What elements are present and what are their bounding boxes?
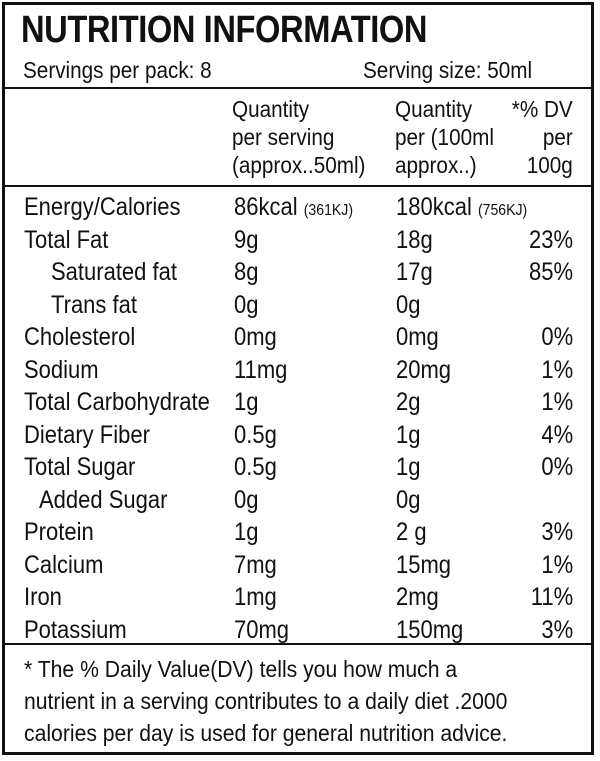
per-100ml-value: 18g	[396, 225, 433, 254]
nutrient-name: Dietary Fiber	[24, 420, 150, 449]
header-line: *% DV	[512, 96, 573, 122]
per-serving-value: 1g	[234, 518, 259, 546]
per-serving-value: 0g	[234, 290, 259, 319]
value-sub: (756KJ)	[477, 202, 528, 219]
per-serving-value: 7mg	[234, 550, 277, 579]
nutrient-name: Saturated fat	[51, 258, 177, 286]
per-serving-value: 0mg	[234, 323, 277, 351]
daily-value: 0%	[541, 453, 573, 481]
nutrient-name: Iron	[24, 583, 62, 611]
panel-title: NUTRITION INFORMATION	[21, 9, 428, 51]
per-100ml-value: 150mg	[396, 615, 464, 644]
daily-value: 23%	[528, 225, 573, 254]
header-line: Quantity	[232, 96, 310, 122]
daily-value: 11%	[530, 583, 573, 611]
table-row: Protein 1g 2 g 3%	[5, 516, 591, 549]
header-per-serving: Quantity per serving (approx..50ml)	[232, 95, 365, 179]
nutrient-name: Trans fat	[51, 290, 137, 319]
footnote: * The % Daily Value(DV) tells you how mu…	[24, 653, 576, 749]
nutrient-name: Sodium	[24, 355, 99, 384]
divider-header	[5, 185, 591, 187]
nutrient-name: Total Fat	[24, 225, 109, 254]
value-main: 86kcal	[234, 193, 298, 221]
table-row: Added Sugar 0g 0g	[5, 484, 591, 517]
per-serving-value: 1g	[234, 388, 259, 416]
per-100ml-value: 180kcal (756KJ)	[396, 191, 527, 227]
header-per-100ml: Quantity per (100ml approx..)	[395, 95, 494, 179]
nutrient-name: Protein	[24, 518, 94, 546]
per-100ml-value: 1g	[396, 420, 421, 449]
table-row: Sodium 11mg 20mg 1%	[5, 354, 591, 387]
table-row: Trans fat 0g 0g	[5, 289, 591, 322]
daily-value: 1%	[541, 355, 573, 384]
nutrient-name: Potassium	[24, 615, 127, 644]
per-100ml-value: 15mg	[396, 550, 452, 579]
divider-footnote	[5, 643, 591, 645]
per-serving-value: 0.5g	[234, 420, 277, 449]
header-line: approx..)	[395, 152, 477, 178]
per-serving-value: 9g	[234, 225, 259, 254]
per-100ml-value: 0mg	[396, 323, 439, 351]
nutrient-name: Added Sugar	[39, 485, 168, 514]
header-line: per serving	[232, 124, 335, 150]
per-serving-value: 0.5g	[234, 453, 277, 481]
table-row: Cholesterol 0mg 0mg 0%	[5, 321, 591, 354]
servings-per-pack: Servings per pack: 8	[23, 57, 212, 83]
footnote-line: nutrient in a serving contributes to a d…	[24, 688, 508, 714]
header-line: per (100ml	[395, 124, 494, 150]
nutrient-name: Total Carbohydrate	[24, 388, 210, 416]
per-100ml-value: 0g	[396, 485, 421, 514]
per-100ml-value: 1g	[396, 453, 421, 481]
header-line: per	[543, 124, 573, 150]
daily-value: 85%	[528, 258, 573, 286]
serving-size: Serving size: 50ml	[363, 57, 533, 83]
per-100ml-value: 2mg	[396, 583, 439, 611]
table-row: Total Carbohydrate 1g 2g 1%	[5, 386, 591, 419]
daily-value: 1%	[541, 550, 573, 579]
nutrient-name: Total Sugar	[24, 453, 136, 481]
daily-value: 3%	[541, 615, 573, 644]
nutrient-name: Calcium	[24, 550, 104, 579]
nutrient-name: Cholesterol	[24, 323, 136, 351]
table-row: Calcium 7mg 15mg 1%	[5, 549, 591, 582]
header-line: 100g	[526, 152, 573, 178]
daily-value: 3%	[541, 518, 573, 546]
per-100ml-value: 17g	[396, 258, 433, 286]
value-main: 180kcal	[396, 193, 472, 221]
per-100ml-value: 2g	[396, 388, 421, 416]
per-serving-value: 0g	[234, 485, 259, 514]
per-serving-value: 1mg	[234, 583, 277, 611]
daily-value: 1%	[541, 388, 573, 416]
per-100ml-value: 2 g	[396, 518, 427, 546]
per-serving-value: 11mg	[234, 355, 288, 384]
table-row: Total Fat 9g 18g 23%	[5, 224, 591, 257]
table-row: Total Sugar 0.5g 1g 0%	[5, 451, 591, 484]
header-daily-value: *% DV per 100g	[512, 95, 573, 179]
footnote-line: * The % Daily Value(DV) tells you how mu…	[24, 656, 458, 682]
daily-value: 4%	[541, 420, 573, 449]
table-row: Dietary Fiber 0.5g 1g 4%	[5, 419, 591, 452]
table-row: Energy/Calories 86kcal (361KJ) 180kcal (…	[5, 191, 591, 224]
daily-value: 0%	[541, 323, 573, 351]
per-100ml-value: 20mg	[396, 355, 452, 384]
header-line: (approx..50ml)	[232, 152, 366, 178]
per-100ml-value: 0g	[396, 290, 421, 319]
table-row: Potassium 70mg 150mg 3%	[5, 614, 591, 647]
nutrient-name: Energy/Calories	[24, 193, 181, 221]
value-sub: (361KJ)	[303, 202, 354, 219]
table-row: Saturated fat 8g 17g 85%	[5, 256, 591, 289]
per-serving-value: 86kcal (361KJ)	[234, 191, 353, 227]
per-serving-value: 70mg	[234, 615, 290, 644]
divider-top	[5, 87, 591, 89]
table-row: Iron 1mg 2mg 11%	[5, 581, 591, 614]
nutrient-table: Energy/Calories 86kcal (361KJ) 180kcal (…	[5, 191, 591, 646]
header-line: Quantity	[395, 96, 473, 122]
nutrition-panel: NUTRITION INFORMATION Servings per pack:…	[2, 2, 594, 755]
footnote-line: calories per day is used for general nut…	[24, 720, 508, 746]
per-serving-value: 8g	[234, 258, 259, 286]
